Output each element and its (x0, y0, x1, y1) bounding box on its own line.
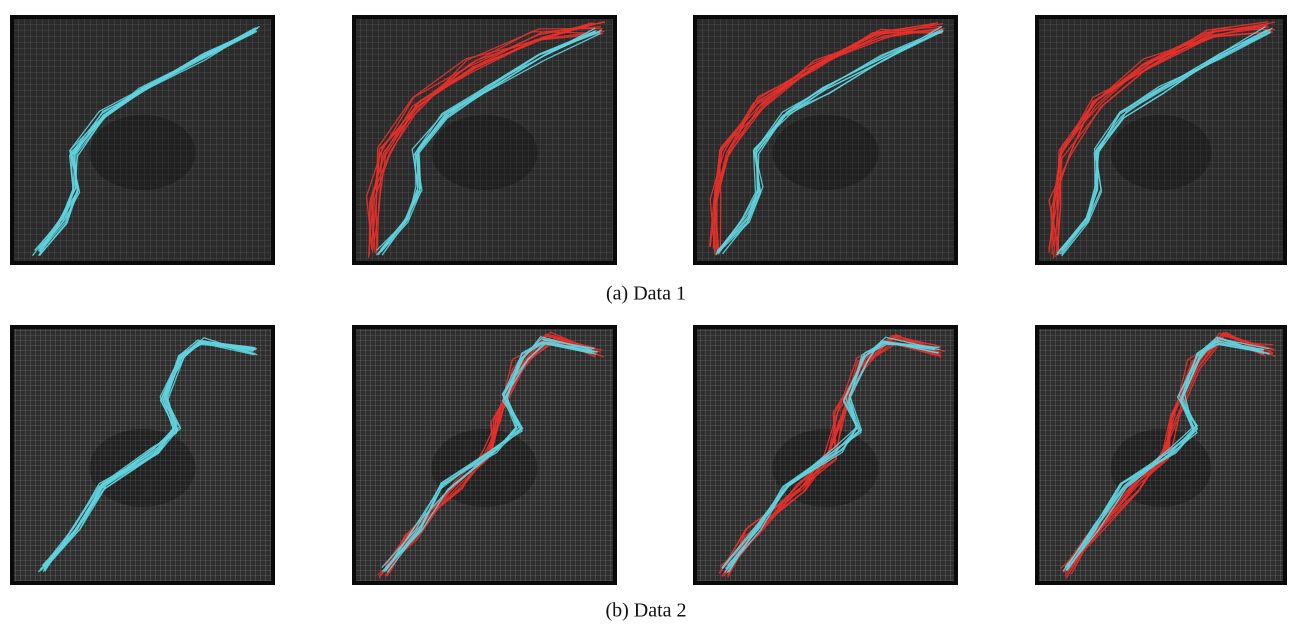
trajectory (709, 25, 942, 255)
mesh-panel (693, 325, 958, 585)
terrain-shade (772, 115, 879, 190)
terrain-shade (89, 115, 196, 190)
trajectory (719, 335, 945, 568)
trajectory (1048, 27, 1264, 254)
trajectory (721, 343, 937, 569)
terrain-mesh (14, 19, 271, 261)
trajectory (38, 29, 256, 257)
trajectory (371, 23, 595, 253)
trajectory (1059, 31, 1271, 255)
terrain-shade (1110, 115, 1212, 190)
trajectory (724, 341, 940, 574)
terrain-shade (431, 429, 538, 507)
terrain-shade (89, 429, 196, 507)
trajectory (718, 22, 944, 250)
mesh-panel (1035, 15, 1287, 265)
mesh-panel (1035, 325, 1287, 585)
trajectory (386, 339, 593, 573)
trajectory (371, 27, 603, 247)
trajectory (714, 31, 943, 255)
trajectory (717, 28, 943, 252)
trajectory (371, 22, 592, 249)
trajectory (1048, 31, 1274, 253)
mesh-panel (693, 15, 958, 265)
terrain-shade (431, 115, 538, 190)
trajectory (376, 32, 601, 256)
caption: (a) Data 1 (606, 283, 686, 305)
trajectory (1050, 23, 1269, 255)
trajectory (1062, 343, 1265, 572)
panels (10, 15, 1287, 585)
mesh-panel (10, 325, 275, 585)
trajectory (376, 26, 601, 248)
trajectory (34, 25, 260, 251)
trajectory (39, 340, 254, 572)
trajectory (37, 341, 257, 573)
caption: (b) Data 2 (605, 600, 686, 622)
mesh-panel (10, 15, 275, 265)
trajectory (725, 342, 936, 570)
trajectory (385, 338, 595, 572)
mesh-panel (352, 15, 617, 265)
trajectory (1060, 29, 1268, 250)
mesh-panel (352, 325, 617, 585)
